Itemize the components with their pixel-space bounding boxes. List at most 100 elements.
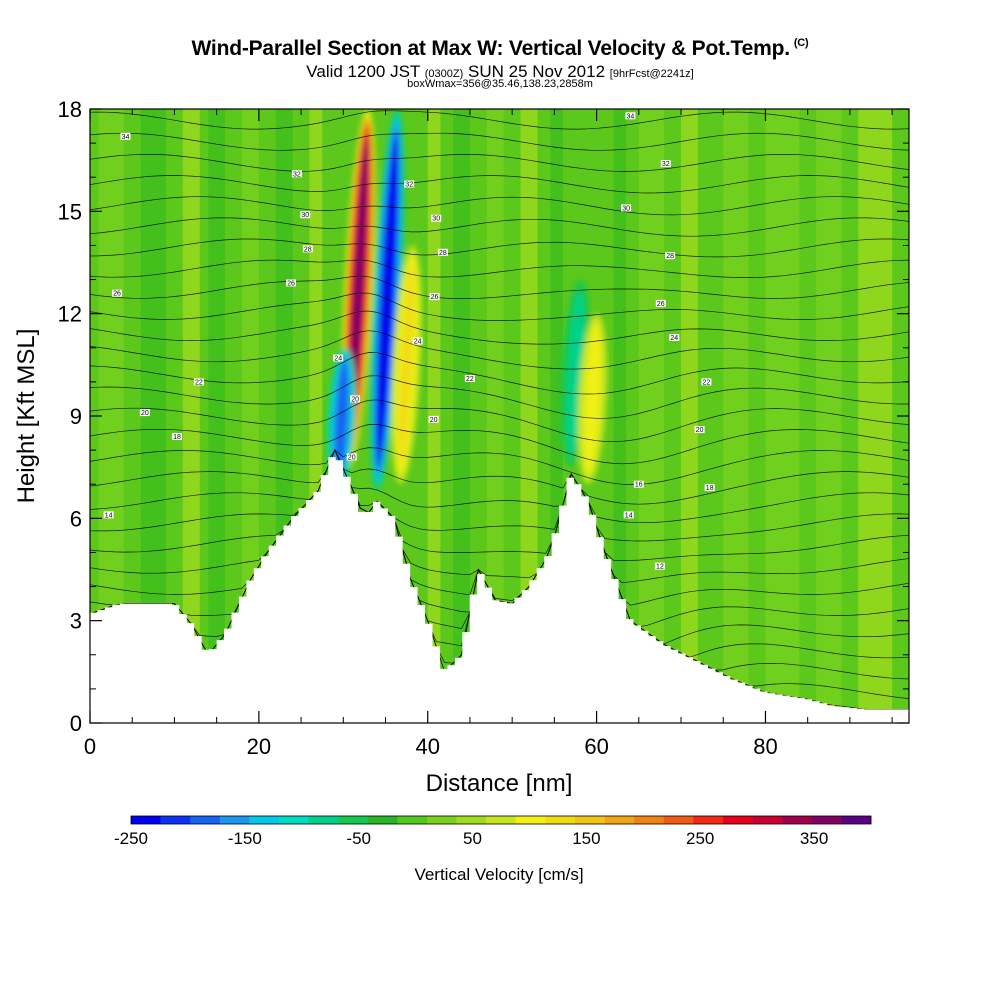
theta-contour [90, 424, 909, 465]
colorbar-swatch [249, 816, 280, 824]
contour-label-bg [412, 337, 423, 345]
theta-contour [90, 238, 909, 258]
contour-label: 30 [432, 216, 440, 223]
contour-label: 20 [141, 410, 149, 417]
colorbar-swatch [752, 816, 783, 824]
contour-label-bg [193, 378, 204, 386]
colorbar-swatch [782, 816, 813, 824]
contour-label: 26 [431, 294, 439, 301]
contour-label-bg [621, 204, 632, 212]
contour-label-bg [623, 511, 634, 519]
y-tick-label: 3 [70, 609, 82, 634]
x-tick-label: 0 [84, 734, 96, 759]
contour-label: 14 [625, 512, 633, 519]
contour-label-bg [665, 252, 676, 260]
y-tick-label: 0 [70, 711, 82, 736]
contour-label: 24 [334, 356, 342, 363]
contour-label-bg [694, 426, 705, 434]
theta-contour [90, 449, 909, 584]
velocity-band [816, 109, 842, 723]
copyright-mark: (C) [793, 37, 809, 49]
colorbar-swatch [279, 816, 309, 824]
colorbar-swatch [693, 816, 724, 824]
velocity-band [520, 109, 538, 723]
contour-label-bg [704, 484, 715, 492]
colorbar-swatch [456, 816, 487, 824]
theta-contour [90, 89, 909, 108]
colorbar-swatch [338, 816, 369, 824]
contour-label-bg [346, 453, 357, 461]
chart-subtitle-2: boxWmax=356@35.46,138.23,2858m [407, 78, 593, 90]
contour-label: 22 [703, 379, 711, 386]
colorbar-swatch [219, 816, 250, 824]
contour-label: 16 [635, 482, 643, 489]
contour-label-bg [669, 334, 680, 341]
theta-contour [90, 292, 909, 321]
y-tick-label: 18 [58, 97, 82, 122]
colorbar-swatch [397, 816, 428, 824]
contour-label: 34 [122, 134, 130, 141]
contour-label: 32 [293, 171, 301, 178]
colorbar-swatch [663, 816, 694, 824]
contour-label-bg [464, 375, 475, 382]
contour-label: 26 [113, 291, 121, 298]
colorbar-tick-label: 350 [800, 829, 828, 848]
contour-label: 18 [706, 485, 714, 492]
x-tick-label: 20 [247, 734, 271, 759]
x-tick-label: 40 [415, 734, 439, 759]
chart-title: Wind-Parallel Section at Max W: Vertical… [191, 37, 809, 60]
updraft-core [585, 327, 599, 471]
contour-label: 20 [696, 427, 704, 434]
contour-label-bg [286, 279, 296, 287]
axes: 0 20 40 60 80 0 3 6 9 12 15 18 [58, 97, 909, 759]
contour-label: 22 [195, 379, 203, 386]
velocity-band [858, 109, 893, 723]
theta-contour [90, 449, 909, 606]
colorbar-frame [130, 815, 872, 825]
contour-label-bg [428, 415, 439, 423]
contour-label-bg [660, 160, 671, 168]
velocity-band [486, 109, 504, 723]
y-tick-label: 15 [58, 199, 82, 224]
contour-label: 28 [439, 250, 447, 257]
colorbar-swatch [575, 816, 605, 824]
colorbar-tick-label: -50 [346, 829, 371, 848]
theta-contour [90, 275, 909, 299]
theta-contour [90, 175, 909, 194]
contour-label: 28 [666, 253, 674, 260]
downdraft-core [568, 294, 583, 453]
theta-contour [90, 449, 909, 505]
theta-contour [90, 447, 909, 485]
theta-contour [90, 110, 909, 130]
colorbar-swatch [160, 816, 191, 824]
updraft-core [349, 137, 368, 439]
y-tick-label: 9 [70, 404, 82, 429]
contour-label: 30 [622, 205, 630, 212]
colorbar-swatch [841, 816, 872, 824]
contour-label: 30 [301, 212, 309, 219]
velocity-band [681, 109, 698, 723]
theta-contour [90, 217, 909, 237]
colorbar-swatch [190, 816, 221, 824]
velocity-band [453, 109, 470, 723]
theta-contour [90, 449, 909, 524]
contour-label-bg [350, 395, 361, 403]
colorbar-swatch [367, 816, 398, 824]
theta-contour [90, 310, 909, 345]
colorbar: -250 -150 -50 50 150 250 350 [114, 815, 872, 848]
theta-contour-labels: 34 32 30 28 26 26 24 22 20 18 14 20 20 32 30 28 26 24 22 20… [103, 112, 715, 571]
contour-label: 32 [662, 161, 670, 168]
colorbar-swatch [545, 816, 576, 824]
contour-label: 12 [656, 564, 664, 571]
theta-contour [90, 375, 909, 419]
contour-label: 20 [348, 454, 356, 461]
x-tick-label: 80 [753, 734, 777, 759]
contour-label-bg [431, 214, 442, 222]
colorbar-title: Vertical Velocity [cm/s] [414, 865, 583, 884]
contour-label-bg [172, 433, 182, 440]
colorbar-tick-label: -250 [114, 829, 148, 848]
colorbar-swatch [131, 816, 161, 824]
colorbar-swatch [427, 816, 457, 824]
velocity-band [723, 109, 749, 723]
contour-label-bg [300, 211, 311, 219]
